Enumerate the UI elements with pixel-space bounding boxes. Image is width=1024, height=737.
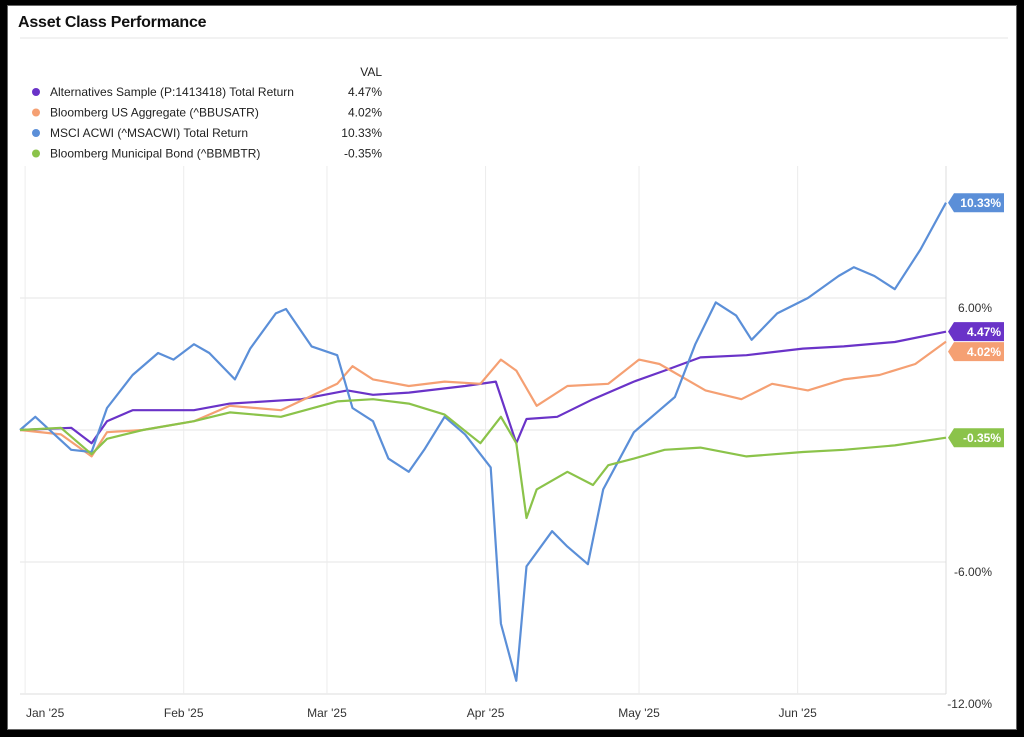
grid <box>20 37 1008 695</box>
legend-label: Alternatives Sample (P:1413418) Total Re… <box>50 85 294 99</box>
x-tick-label: Jun '25 <box>778 706 817 720</box>
x-tick-label: Apr '25 <box>467 706 505 720</box>
end-value-label: -0.35% <box>963 431 1001 445</box>
end-value-label: 4.02% <box>967 345 1001 359</box>
y-tick-label: -6.00% <box>954 565 992 579</box>
series-line-alternatives-sample-p-1413418-total-return <box>19 330 947 445</box>
end-value-flag <box>948 322 1004 342</box>
legend-marker <box>32 88 40 96</box>
legend-value: -0.35% <box>344 147 382 161</box>
series-line-bloomberg-municipal-bond-bbmbtr <box>19 398 947 520</box>
legend-label: Bloomberg US Aggregate (^BBUSATR) <box>50 106 259 120</box>
line-chart: VAL Alternatives Sample (P:1413418) Total… <box>19 37 1008 720</box>
y-tick-label: 6.00% <box>958 301 992 315</box>
end-value-flag <box>948 193 1004 213</box>
end-value-flag <box>948 428 1004 448</box>
legend-value: 4.47% <box>348 85 382 99</box>
chart-frame: Asset Class Performance VAL Alternatives … <box>7 5 1017 730</box>
series-line-msci-acwi-msacwi-total-return <box>19 202 947 682</box>
legend-value: 4.02% <box>348 106 382 120</box>
end-value-flags: 4.47% 4.02% 10.33% -0.35% <box>948 193 1004 448</box>
x-tick-label: Feb '25 <box>164 706 204 720</box>
y-axis: -12.00%-6.00%0.00%6.00% <box>947 301 992 711</box>
legend-label: Bloomberg Municipal Bond (^BBMBTR) <box>50 147 260 161</box>
y-tick-label: -12.00% <box>947 697 992 711</box>
legend-marker <box>32 108 40 117</box>
x-tick-label: May '25 <box>618 706 660 720</box>
legend-value-header: VAL <box>360 65 382 79</box>
end-value-label: 10.33% <box>960 196 1001 210</box>
chart-title: Asset Class Performance <box>18 14 207 31</box>
x-axis: Jan '25 Feb '25 Mar '25 Apr '25 May '25 Jun '… <box>26 706 817 720</box>
legend-marker <box>32 129 40 137</box>
legend-value: 10.33% <box>341 126 382 140</box>
end-value-label: 4.47% <box>967 325 1001 339</box>
legend-marker <box>32 149 40 158</box>
series-lines <box>19 202 947 682</box>
legend-label: MSCI ACWI (^MSACWI) Total Return <box>50 126 248 140</box>
x-tick-label: Mar '25 <box>307 706 347 720</box>
x-tick-label: Jan '25 <box>26 706 65 720</box>
end-value-flag <box>948 342 1004 362</box>
legend: VAL Alternatives Sample (P:1413418) Total… <box>32 65 382 161</box>
